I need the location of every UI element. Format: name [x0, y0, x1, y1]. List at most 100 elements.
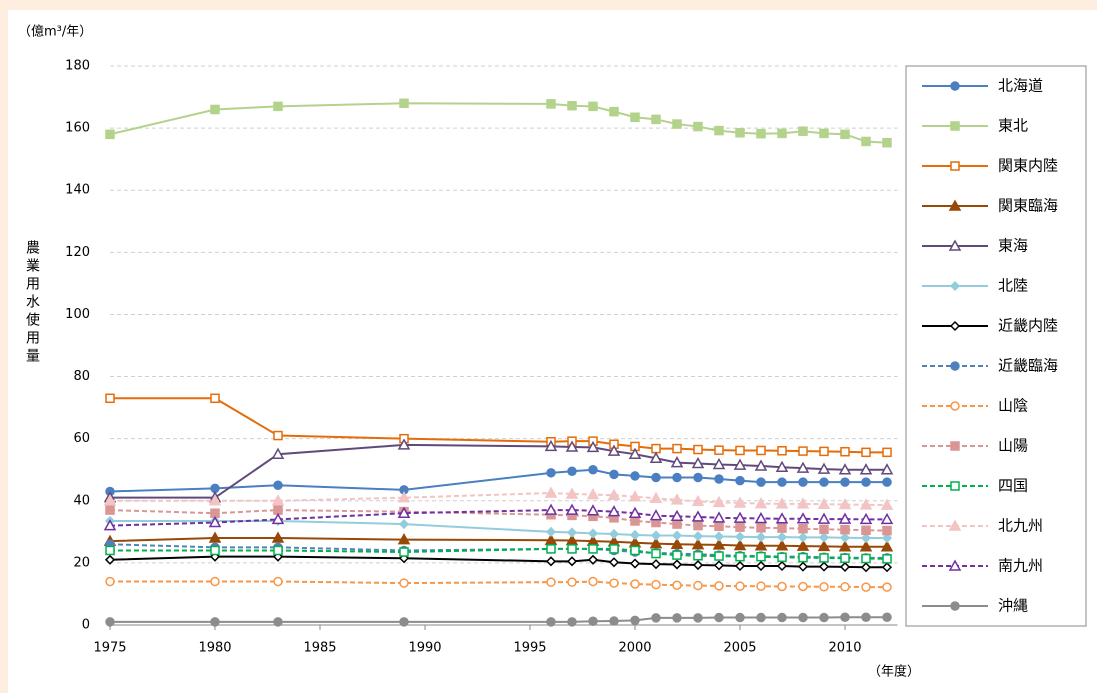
- marker: [650, 559, 662, 570]
- x-tick-label: 1975: [93, 641, 126, 656]
- marker: [775, 539, 789, 551]
- marker: [840, 129, 850, 140]
- marker: [712, 538, 726, 550]
- marker: [819, 524, 829, 535]
- marker: [271, 447, 285, 459]
- y-tick-label: 140: [65, 183, 90, 198]
- marker: [273, 101, 283, 112]
- marker: [651, 443, 661, 454]
- marker: [859, 463, 873, 475]
- series-line: [110, 492, 888, 507]
- marker: [777, 446, 787, 456]
- marker: [630, 516, 640, 526]
- marker: [798, 126, 808, 136]
- marker: [859, 512, 873, 525]
- marker: [630, 471, 640, 481]
- marker: [609, 616, 619, 626]
- marker: [398, 519, 410, 530]
- marker: [817, 512, 831, 524]
- marker: [672, 550, 682, 560]
- legend-label: 沖縄: [998, 597, 1028, 615]
- marker: [546, 617, 556, 627]
- marker: [798, 612, 808, 623]
- marker: [714, 581, 724, 591]
- marker: [273, 617, 283, 627]
- series-line: [110, 547, 888, 560]
- marker: [735, 128, 745, 138]
- marker: [756, 477, 766, 487]
- marker: [588, 464, 598, 475]
- marker: [210, 104, 220, 115]
- marker: [210, 545, 220, 556]
- marker: [544, 439, 558, 452]
- marker: [712, 457, 726, 470]
- marker: [628, 447, 642, 459]
- marker: [754, 497, 768, 509]
- marker: [880, 540, 894, 552]
- marker: [692, 531, 704, 542]
- marker: [756, 612, 766, 623]
- y-tick-label: 180: [65, 59, 90, 74]
- marker: [839, 561, 851, 572]
- marker: [565, 440, 579, 452]
- marker: [861, 136, 871, 147]
- marker: [777, 552, 787, 563]
- marker: [651, 613, 661, 623]
- marker: [714, 125, 724, 136]
- marker: [777, 523, 787, 533]
- marker: [712, 511, 726, 523]
- marker: [817, 497, 831, 509]
- marker: [818, 532, 830, 543]
- marker: [777, 612, 787, 623]
- marker: [840, 477, 850, 487]
- marker: [271, 494, 285, 506]
- marker: [754, 459, 768, 471]
- marker: [105, 545, 115, 556]
- marker: [587, 528, 599, 539]
- marker: [714, 521, 724, 531]
- marker: [861, 553, 871, 564]
- y-tick-label: 40: [73, 493, 90, 508]
- marker: [776, 532, 788, 543]
- marker: [838, 540, 852, 552]
- series-line: [109, 509, 888, 532]
- marker: [546, 99, 556, 109]
- marker: [649, 451, 663, 463]
- marker: [399, 578, 409, 588]
- marker: [733, 458, 747, 470]
- marker: [630, 579, 640, 589]
- marker: [630, 615, 640, 626]
- marker: [775, 512, 789, 524]
- marker: [733, 511, 747, 523]
- marker: [797, 532, 809, 543]
- marker: [948, 519, 962, 531]
- marker: [271, 531, 285, 543]
- marker: [818, 561, 830, 572]
- marker: [672, 119, 682, 129]
- marker: [950, 121, 960, 131]
- marker: [630, 545, 640, 556]
- marker: [271, 512, 285, 525]
- marker: [609, 544, 619, 554]
- marker: [629, 558, 641, 569]
- marker: [775, 460, 789, 472]
- marker: [777, 128, 787, 139]
- y-unit: （億m³/年）: [18, 24, 92, 40]
- marker: [949, 320, 961, 332]
- marker: [208, 531, 222, 543]
- marker: [693, 444, 703, 455]
- marker: [565, 503, 579, 515]
- x-tick-label: 1990: [408, 641, 441, 656]
- marker: [881, 532, 893, 544]
- marker: [588, 544, 598, 554]
- legend-label: 関東内陸: [998, 157, 1058, 175]
- marker: [714, 445, 724, 455]
- marker: [734, 531, 746, 542]
- marker: [105, 393, 115, 404]
- marker: [693, 550, 703, 561]
- marker: [733, 538, 747, 551]
- marker: [544, 486, 558, 498]
- marker: [208, 494, 222, 506]
- marker: [670, 493, 684, 505]
- legend-label: 北九州: [998, 517, 1043, 535]
